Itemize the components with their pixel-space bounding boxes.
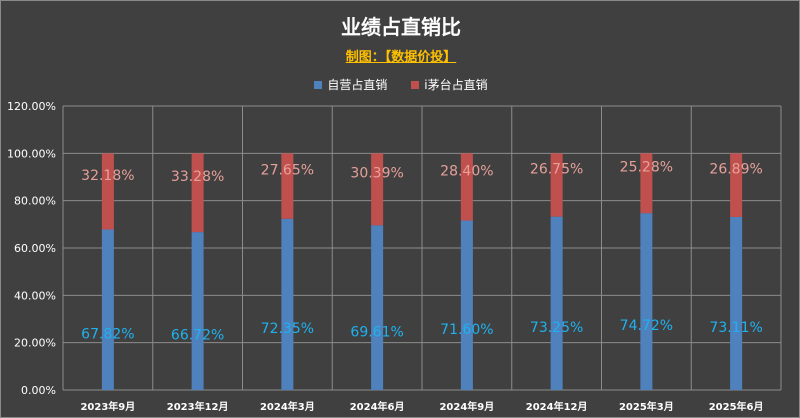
legend-swatch-imoutai [411,81,420,89]
legend-label-self-operated: 自营占直销 [327,78,388,92]
x-tick-label: 2023年12月 [167,400,229,413]
y-tick-label: 120.00% [7,100,56,113]
bar-self-operated [371,225,384,390]
data-label-imoutai: 26.89% [709,162,762,178]
y-tick-label: 20.00% [14,337,56,350]
y-tick-label: 100.00% [7,147,56,160]
bar-self-operated [191,232,204,390]
data-label-self-operated: 67.82% [81,326,134,342]
bar-imoutai [101,153,114,230]
x-tick-label: 2025年3月 [619,400,674,413]
data-label-imoutai: 26.75% [530,161,583,177]
x-tick-label: 2024年3月 [260,400,315,413]
bar-imoutai [371,153,384,226]
bar-imoutai [730,153,743,217]
x-tick-label: 2023年9月 [80,400,135,413]
x-tick-label: 2025年6月 [709,400,764,413]
bar-self-operated [640,213,653,390]
data-label-self-operated: 73.11% [709,320,762,336]
data-label-self-operated: 69.61% [350,324,403,340]
legend-swatch-self-operated [314,81,323,89]
x-tick-label: 2024年6月 [350,400,405,413]
legend: 自营占直销 i茅台占直销 [1,76,800,93]
bar-self-operated [101,229,114,390]
x-tick-label: 2024年12月 [526,400,588,413]
data-label-self-operated: 74.72% [620,318,673,334]
data-label-self-operated: 73.25% [530,320,583,336]
data-label-imoutai: 27.65% [261,162,314,178]
legend-item-self-operated: 自营占直销 [314,76,387,93]
bar-imoutai [191,153,204,233]
data-label-self-operated: 66.72% [171,328,224,344]
bar-self-operated [460,220,473,390]
chart-subtitle: 制图：【数据价投】 [1,46,800,65]
chart-title: 业绩占直销比 [341,15,461,39]
legend-label-imoutai: i茅台占直销 [424,78,488,92]
legend-item-imoutai: i茅台占直销 [411,76,488,93]
data-label-imoutai: 32.18% [81,168,134,184]
data-label-imoutai: 28.40% [440,163,493,179]
data-label-self-operated: 72.35% [261,321,314,337]
bar-imoutai [281,153,294,219]
data-label-imoutai: 33.28% [171,169,224,185]
bar-self-operated [730,216,743,390]
data-label-self-operated: 71.60% [440,322,493,338]
data-label-imoutai: 30.39% [350,166,403,182]
bar-imoutai [640,153,653,214]
y-tick-label: 0.00% [21,384,56,397]
x-tick-label: 2024年9月 [439,400,494,413]
y-tick-label: 80.00% [14,195,56,208]
subtitle-text: 制图：【数据价投】 [345,50,457,65]
bar-self-operated [281,218,294,390]
y-tick-label: 40.00% [14,289,56,302]
bar-self-operated [550,216,563,390]
bar-imoutai [550,153,563,217]
bar-imoutai [460,153,473,221]
data-label-imoutai: 25.28% [620,160,673,176]
y-tick-label: 60.00% [14,242,56,255]
